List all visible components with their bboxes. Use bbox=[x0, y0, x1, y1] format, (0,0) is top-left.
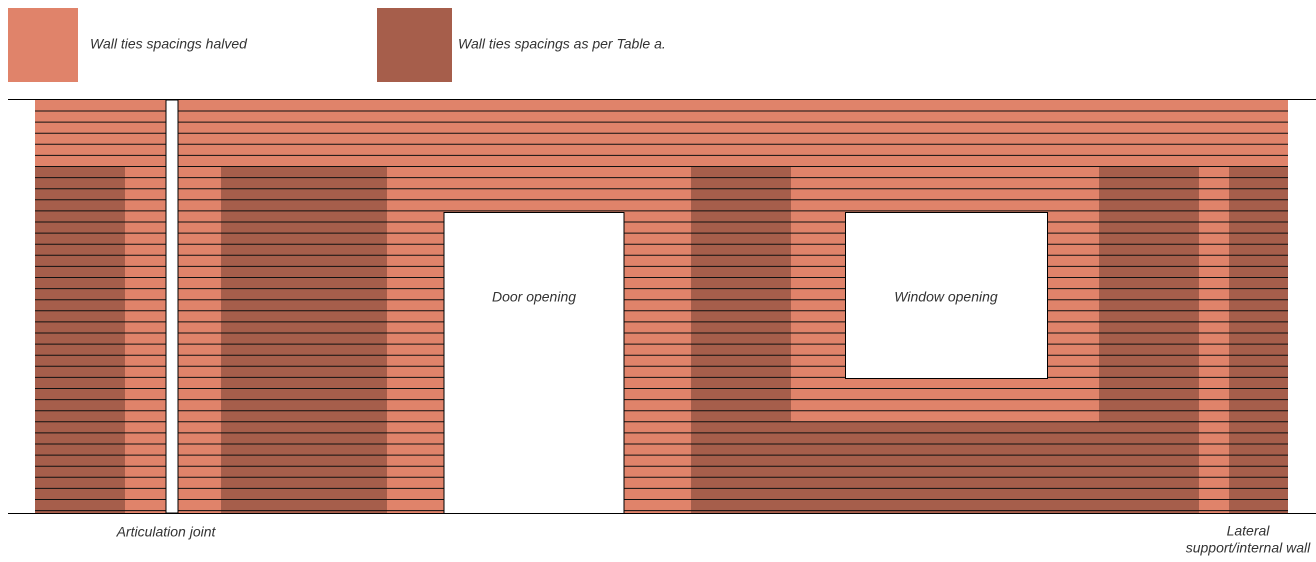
lateral-label: Lateral bbox=[1227, 523, 1271, 539]
wall-dark bbox=[1229, 166, 1288, 513]
joint bbox=[165, 99, 179, 514]
wall-dark bbox=[1099, 166, 1199, 513]
door-label: Door opening bbox=[492, 289, 576, 305]
legend-swatch-light bbox=[8, 8, 78, 82]
legend-swatch-dark bbox=[377, 8, 452, 82]
window bbox=[845, 212, 1048, 379]
joint-label: Articulation joint bbox=[116, 524, 217, 540]
wall-dark bbox=[221, 166, 387, 513]
wall bbox=[35, 99, 1288, 514]
window-label: Window opening bbox=[894, 289, 998, 305]
wall-dark bbox=[791, 422, 1099, 513]
lateral-label: support/internal wall bbox=[1186, 540, 1311, 556]
legend-label: Wall ties spacings halved bbox=[90, 36, 248, 52]
door bbox=[444, 212, 624, 513]
wall-dark bbox=[691, 166, 791, 513]
legend-label: Wall ties spacings as per Table a. bbox=[458, 36, 666, 52]
door-outline bbox=[443, 212, 625, 513]
wall-dark bbox=[35, 166, 125, 513]
